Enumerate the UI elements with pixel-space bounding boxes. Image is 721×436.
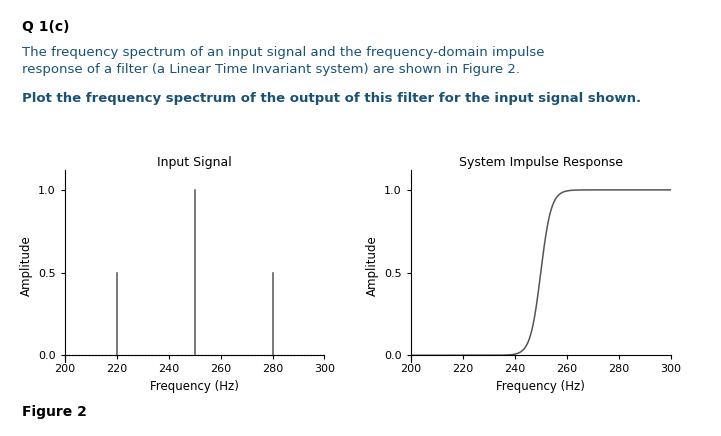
Title: System Impulse Response: System Impulse Response xyxy=(459,156,623,169)
X-axis label: Frequency (Hz): Frequency (Hz) xyxy=(150,380,239,393)
X-axis label: Frequency (Hz): Frequency (Hz) xyxy=(496,380,585,393)
Y-axis label: Amplitude: Amplitude xyxy=(366,235,379,296)
Text: The frequency spectrum of an input signal and the frequency-domain impulse: The frequency spectrum of an input signa… xyxy=(22,46,544,59)
Text: Figure 2: Figure 2 xyxy=(22,405,87,419)
Text: response of a filter (a Linear Time Invariant system) are shown in Figure 2.: response of a filter (a Linear Time Inva… xyxy=(22,63,520,76)
Title: Input Signal: Input Signal xyxy=(157,156,232,169)
Text: Q 1(c): Q 1(c) xyxy=(22,20,69,34)
Text: Plot the frequency spectrum of the output of this filter for the input signal sh: Plot the frequency spectrum of the outpu… xyxy=(22,92,641,105)
Y-axis label: Amplitude: Amplitude xyxy=(19,235,32,296)
